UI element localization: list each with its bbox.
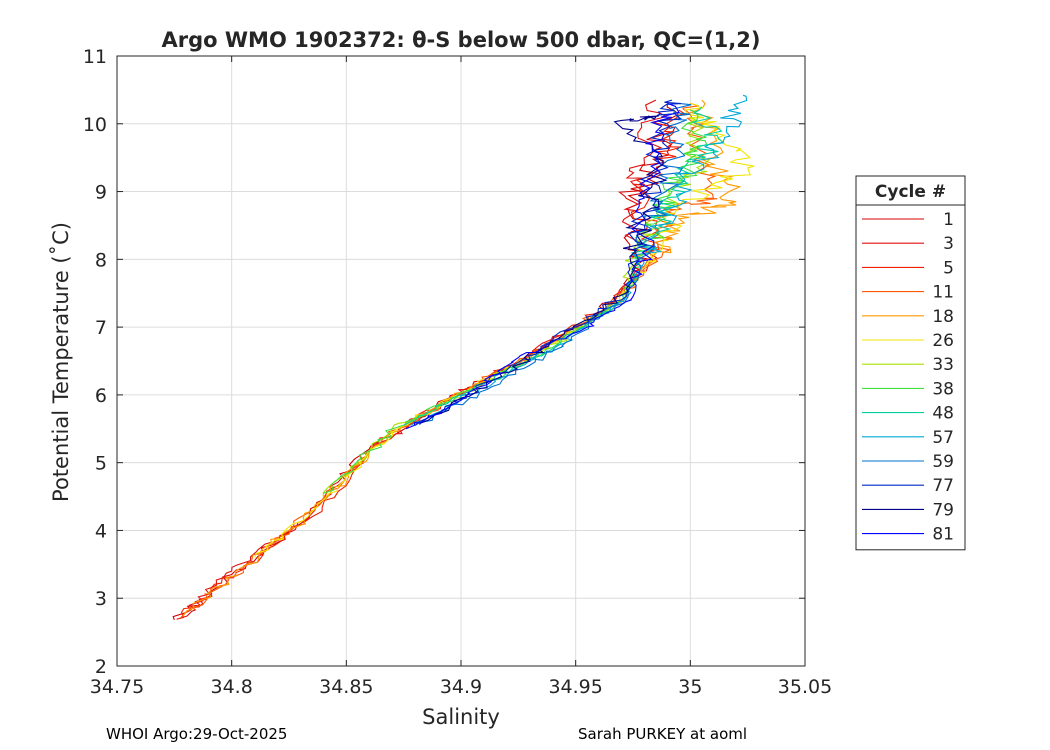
y-tick-label: 3 [95, 588, 107, 610]
legend-label: 81 [932, 525, 954, 545]
legend-label: 33 [932, 355, 954, 375]
axes-box [116, 55, 806, 667]
x-tick-label: 34.8 [211, 676, 253, 698]
y-tick-label: 8 [95, 249, 107, 271]
footer-left: WHOI Argo:29-Oct-2025 [106, 725, 288, 743]
chart-title: Argo WMO 1902372: θ-S below 500 dbar, QC… [162, 28, 761, 52]
legend-label: 3 [943, 234, 954, 254]
series-line-cycle-57 [410, 94, 748, 426]
x-tick-label: 34.9 [440, 676, 482, 698]
x-tick-label: 34.75 [90, 676, 144, 698]
legend-label: 57 [932, 428, 954, 448]
x-axis-label: Salinity [422, 705, 500, 729]
series-line-cycle-79 [419, 115, 668, 425]
legend-label: 1 [943, 210, 954, 230]
legend-label: 11 [932, 283, 954, 303]
y-tick-label: 11 [83, 46, 107, 68]
y-axis-label: Potential Temperature (˚C) [49, 222, 73, 502]
legend: Cycle # 1 3 5 11 18 26 33 38 48 57 59 77 79 81 [855, 175, 966, 551]
legend-label: 79 [932, 500, 954, 520]
series-layer [172, 94, 755, 621]
legend-title: Cycle # [875, 182, 946, 202]
legend-label: 77 [932, 476, 954, 496]
y-tick-label: 6 [95, 385, 107, 407]
legend-label: 59 [932, 452, 954, 472]
footer-right: Sarah PURKEY at aoml [578, 725, 748, 743]
y-tick-label: 5 [95, 453, 107, 475]
y-tick-label: 10 [83, 114, 107, 136]
x-tick-label: 35 [678, 676, 702, 698]
x-tick-label: 34.85 [319, 676, 373, 698]
axes: 34.75 34.8 34.85 34.9 34.95 35 35.05 2 3 4 5 6 7 8 9 10… [83, 46, 832, 698]
y-tick-label: 7 [95, 317, 107, 339]
y-tick-label: 4 [95, 520, 107, 542]
legend-label: 26 [932, 331, 954, 351]
legend-label: 38 [932, 379, 954, 399]
x-tick-label: 35.05 [778, 676, 832, 698]
legend-label: 48 [932, 404, 954, 424]
series-line-cycle-59 [414, 102, 692, 426]
legend-box [855, 175, 966, 551]
y-tick-label: 2 [95, 656, 107, 678]
legend-label: 5 [943, 258, 954, 278]
y-tick-label: 9 [95, 182, 107, 204]
legend-label: 18 [932, 307, 954, 327]
x-tick-label: 34.95 [548, 676, 602, 698]
series-line-cycle-81 [405, 102, 680, 430]
